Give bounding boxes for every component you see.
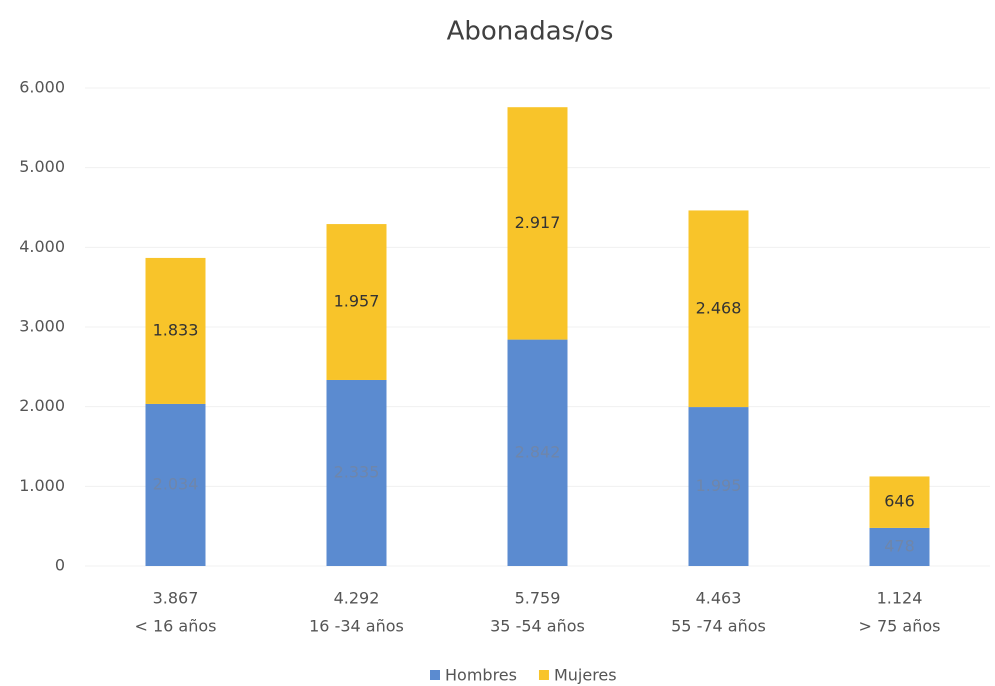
y-tick-label: 2.000 (19, 396, 65, 415)
x-tick-label: 35 -54 años (490, 617, 585, 636)
total-label: 5.759 (515, 589, 561, 608)
y-tick-label: 1.000 (19, 476, 65, 495)
bar-segment (688, 407, 749, 566)
legend-label: Mujeres (554, 666, 617, 685)
legend-swatch (430, 670, 440, 680)
total-label: 4.292 (334, 589, 380, 608)
bar-segment (869, 527, 930, 566)
data-label: 2.335 (334, 462, 380, 481)
bar-segment (326, 379, 387, 566)
x-tick-label: 55 -74 años (671, 617, 766, 636)
bar-segment (869, 476, 930, 528)
y-tick-label: 6.000 (19, 78, 65, 97)
data-label: 1.833 (153, 320, 199, 339)
y-tick-label: 0 (55, 556, 65, 575)
y-tick-label: 4.000 (19, 237, 65, 256)
total-label: 4.463 (696, 589, 742, 608)
legend-swatch (538, 670, 549, 680)
x-tick-label: 16 -34 años (309, 617, 404, 636)
total-label: 3.867 (153, 589, 199, 608)
y-tick-label: 5.000 (19, 157, 65, 176)
bar-segment (507, 107, 568, 340)
data-label: 1.995 (696, 476, 742, 495)
bar-segment (507, 339, 568, 566)
data-label: 1.957 (334, 292, 380, 311)
x-tick-label: < 16 años (134, 617, 216, 636)
bar-segment (326, 224, 387, 380)
data-label: 478 (884, 536, 915, 555)
chart-title: Abonadas/os (447, 17, 614, 47)
data-label: 646 (884, 492, 915, 511)
data-label: 2.842 (515, 442, 561, 461)
y-tick-label: 3.000 (19, 317, 65, 336)
legend-label: Hombres (445, 666, 517, 685)
data-label: 2.917 (515, 213, 561, 232)
data-label: 2.034 (153, 474, 199, 493)
bar-segment (688, 210, 749, 408)
data-label: 2.468 (696, 298, 742, 317)
x-tick-label: > 75 años (858, 617, 940, 636)
total-label: 1.124 (877, 589, 923, 608)
bar-segment (145, 403, 206, 566)
bar-segment (145, 257, 206, 404)
